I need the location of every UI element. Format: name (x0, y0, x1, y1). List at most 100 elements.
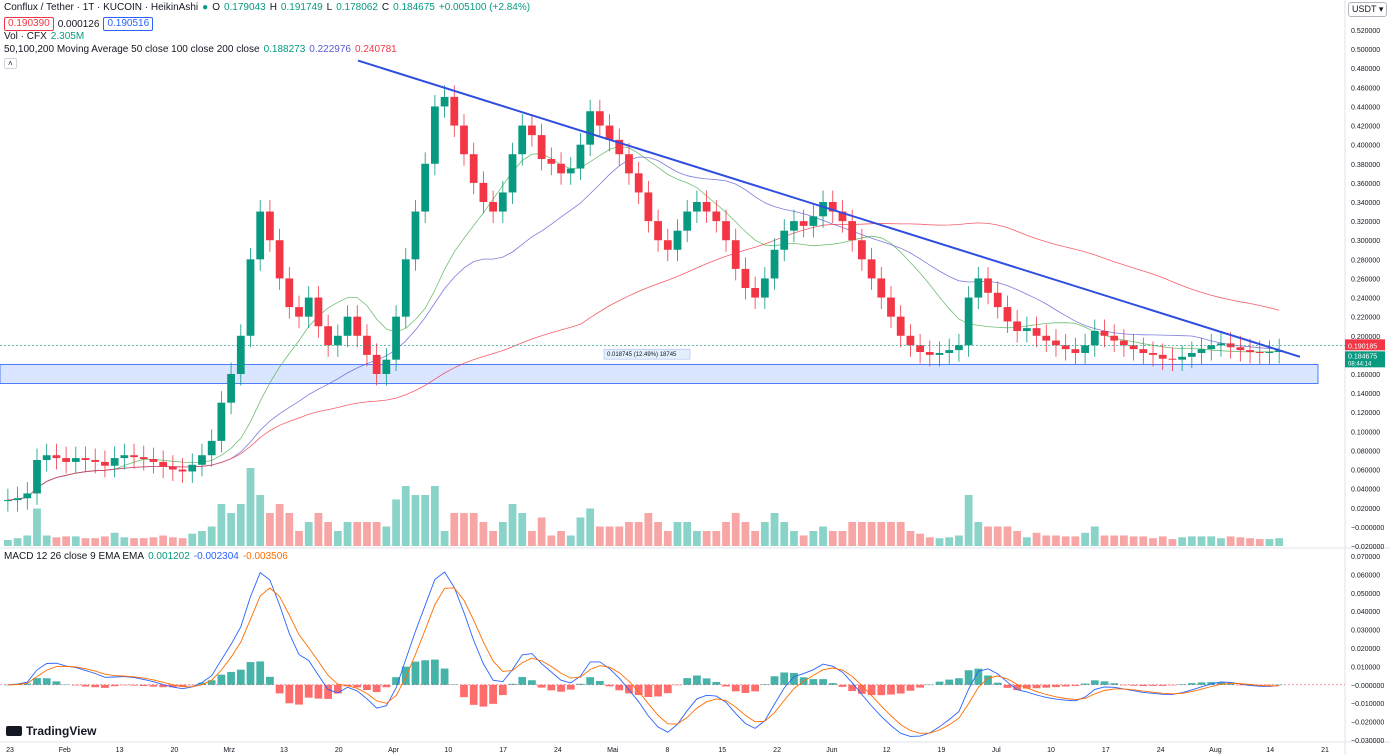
volume-bar (770, 513, 779, 546)
macd-histogram-bar (4, 684, 12, 686)
candle-body (1197, 349, 1206, 353)
volume-bar (1139, 536, 1148, 546)
macd-histogram-bar (722, 684, 730, 687)
volume-bar (867, 522, 876, 546)
candle-body (33, 460, 41, 494)
macd-histogram-bar (130, 684, 138, 686)
time-tick-label: 10 (1047, 747, 1055, 754)
macd-histogram-bar (974, 668, 983, 685)
candle-body (683, 211, 692, 231)
candle-body (625, 154, 633, 174)
macd-histogram-bar (42, 678, 51, 685)
price-tick-label: 0.420000 (1351, 124, 1380, 131)
sell-button[interactable]: 0.190390 (4, 17, 54, 31)
trendline (357, 59, 1301, 358)
macd-histogram-bar (576, 683, 585, 685)
volume-bar (33, 508, 41, 546)
macd-histogram-bar (110, 684, 119, 687)
macd-tick-label: 0.040000 (1351, 609, 1380, 616)
volume-bar (324, 522, 333, 546)
countdown-label: 08:44:14 (1348, 361, 1372, 367)
macd-histogram-bar (760, 684, 769, 685)
time-tick-label: 10 (444, 747, 452, 754)
candle-body (731, 240, 740, 269)
volume-bar (838, 531, 847, 546)
symbol-title[interactable]: Conflux / Tether · 1T · KUCOIN · HeikinA… (4, 2, 199, 13)
macd-histogram-bar (683, 678, 692, 685)
volume-bar (1090, 526, 1099, 546)
candle-body (867, 259, 876, 279)
volume-bar (693, 531, 701, 546)
volume-bar (1275, 538, 1284, 546)
time-tick-label: 22 (773, 747, 781, 754)
macd-histogram-bar (353, 684, 362, 688)
macd-histogram-bar (33, 678, 41, 685)
candle-body (644, 192, 653, 222)
volume-bar (858, 522, 866, 546)
macd-histogram-bar (101, 684, 109, 688)
macd-histogram-bar (790, 672, 798, 685)
open-value: 0.179043 (223, 2, 266, 13)
macd-histogram-bar (1110, 683, 1119, 685)
candle-body (382, 359, 391, 374)
volume-bar (984, 526, 992, 546)
macd-tick-label: 0.030000 (1351, 628, 1380, 635)
price-tick-label: 0.080000 (1351, 448, 1380, 455)
volume-bar (906, 531, 915, 546)
macd-histogram-bar (1149, 684, 1157, 686)
volume-bar (945, 537, 954, 546)
volume-bar (440, 531, 449, 546)
macd-histogram-bar (896, 684, 905, 694)
currency-selector[interactable]: USDT ▾ (1348, 2, 1388, 17)
macd-histogram-bar (363, 684, 371, 691)
candle-body (363, 335, 371, 355)
candle-body (964, 297, 973, 346)
macd-histogram-bar (246, 662, 255, 685)
candle-body (1158, 354, 1167, 359)
symbol-legend: Conflux / Tether · 1T · KUCOIN · HeikinA… (4, 2, 531, 13)
candle-body (479, 182, 488, 202)
macd-histogram-bar (178, 684, 187, 687)
volume-bar (256, 495, 265, 546)
volume-bar (1120, 535, 1128, 546)
macd-histogram-bar (741, 684, 750, 693)
candle-body (896, 316, 905, 336)
volume-bar (227, 513, 235, 546)
last-price-badge (1345, 339, 1385, 351)
price-tick-label: 0.100000 (1351, 429, 1380, 436)
volume-bar (1013, 531, 1022, 546)
macd-histogram-bar (625, 684, 633, 694)
volume-bar (848, 522, 857, 546)
volume-bar (916, 533, 924, 546)
candle-body (528, 125, 536, 136)
buy-button[interactable]: 0.190516 (103, 17, 154, 31)
macd-tick-label: −0.000000 (1351, 683, 1384, 690)
close-value: 0.184675 (393, 2, 435, 13)
macd-histogram-bar (644, 684, 653, 698)
price-tick-label: 0.260000 (1351, 276, 1380, 283)
volume-bar (1246, 538, 1254, 546)
macd-histogram-bar (508, 683, 517, 685)
candle-body (1139, 349, 1148, 353)
macd-histogram-bar (1226, 683, 1235, 685)
candle-body (751, 288, 760, 298)
volume-bar (528, 531, 536, 546)
volume-bar (712, 531, 721, 546)
price-tick-label: 0.480000 (1351, 66, 1380, 73)
candle-body (207, 440, 216, 456)
volume-bar (149, 537, 158, 546)
candle-body (906, 335, 915, 346)
volume-bar (547, 535, 556, 546)
volume-bar (974, 522, 983, 546)
candle-body (877, 278, 886, 298)
price-tick-label: 0.300000 (1351, 238, 1380, 245)
volume-bar (450, 513, 459, 546)
candle-body (925, 352, 934, 355)
collapse-legend-button[interactable]: ˄ (4, 58, 17, 69)
macd-histogram-bar (1275, 684, 1284, 686)
volume-bar (537, 517, 546, 546)
macd-histogram-bar (663, 684, 672, 694)
macd-histogram-bar (198, 682, 206, 685)
macd-legend: MACD 12 26 close 9 EMA EMA 0.001202 -0.0… (4, 551, 288, 562)
